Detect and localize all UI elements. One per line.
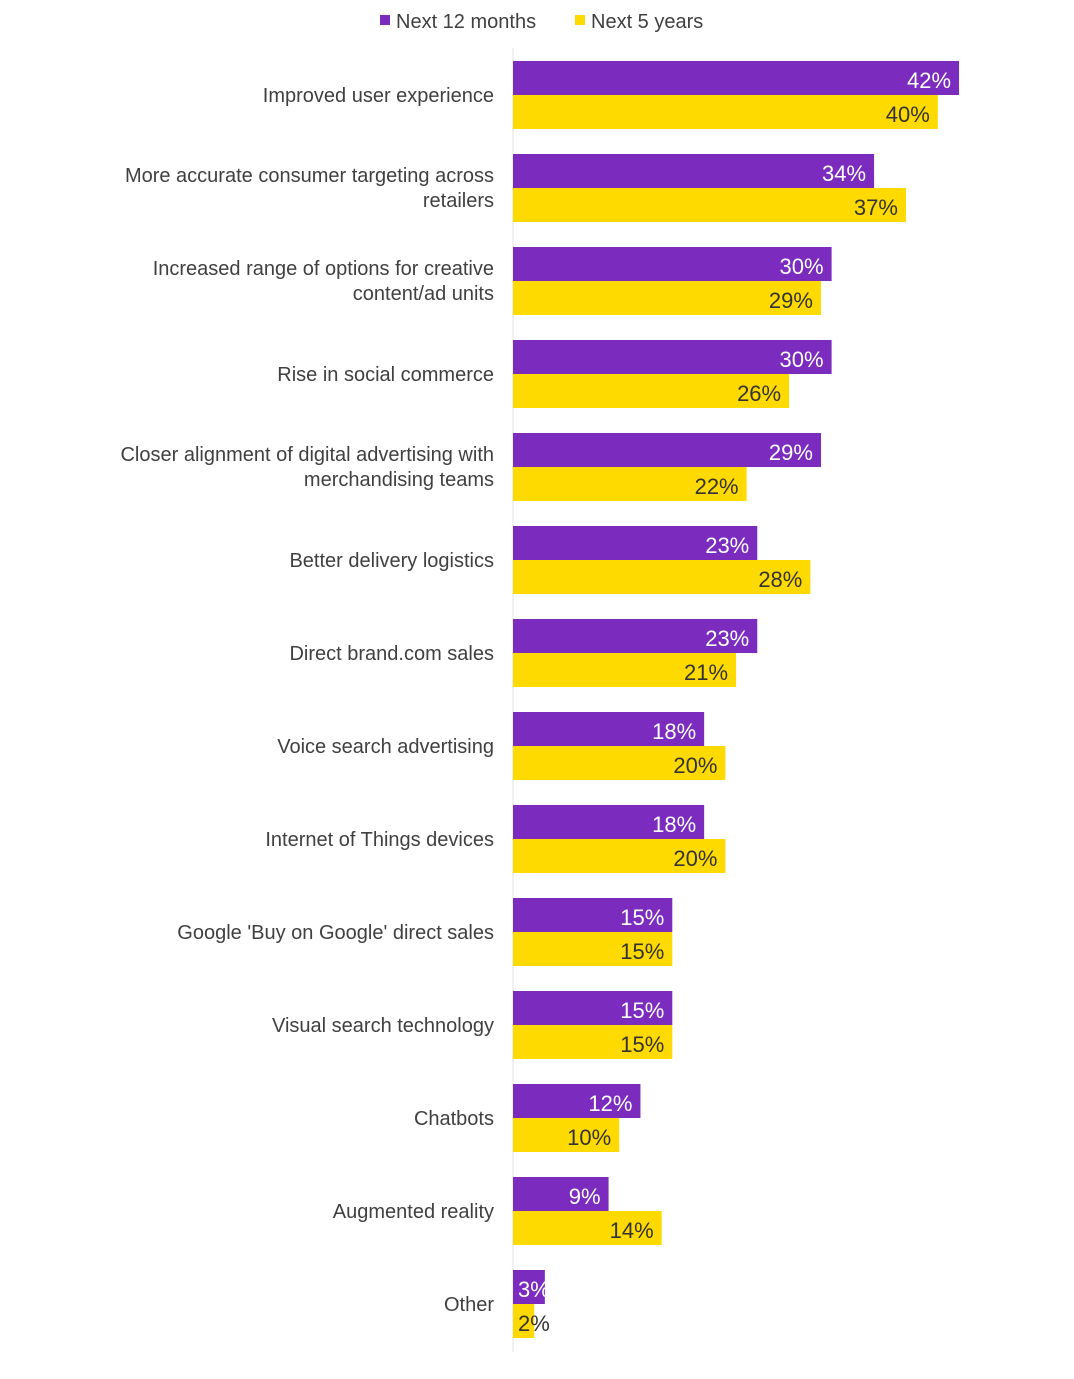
data-label: 15% — [620, 939, 664, 964]
data-label: 30% — [780, 347, 824, 372]
category-label: Direct brand.com sales — [289, 643, 494, 665]
category-label: Visual search technology — [272, 1015, 494, 1037]
category-label: Improved user experience — [263, 85, 494, 107]
bar-next-5-years — [513, 374, 790, 408]
category-label: More accurate consumer targeting across r… — [125, 165, 494, 212]
data-label: 42% — [907, 68, 951, 93]
bar-next-12-months — [513, 805, 705, 839]
bar-next-12-months — [513, 247, 832, 281]
bar-next-12-months — [513, 1084, 641, 1118]
bar-next-5-years — [513, 281, 821, 315]
legend-swatch — [575, 15, 585, 25]
data-label: 37% — [854, 195, 898, 220]
bar-next-12-months — [513, 991, 673, 1025]
legend: Next 12 months Next 5 years — [380, 11, 703, 33]
bar-next-12-months — [513, 340, 832, 374]
bar-next-5-years — [513, 932, 673, 966]
bar-next-12-months — [513, 619, 758, 653]
data-label: 2% — [518, 1311, 550, 1336]
bar-next-5-years — [513, 95, 938, 129]
data-label: 20% — [673, 846, 717, 871]
bar-next-5-years — [513, 746, 726, 780]
data-label: 20% — [673, 753, 717, 778]
bars: 42% 40% 34% 37% 30% 29% 30% 26% 29% 22% 23% 28% 23% 2… — [513, 61, 960, 1338]
bar-next-5-years — [513, 1304, 535, 1338]
category-label: Closer alignment of digital advertising … — [120, 444, 494, 491]
data-label: 15% — [620, 905, 664, 930]
data-label: 34% — [822, 161, 866, 186]
category-labels: Improved user experience More accurate co… — [120, 85, 494, 1316]
legend-label: Next 12 months — [396, 11, 536, 33]
bar-next-5-years — [513, 1211, 662, 1245]
bar-next-5-years — [513, 467, 747, 501]
category-label: Other — [444, 1294, 494, 1316]
category-label: Internet of Things devices — [265, 829, 494, 851]
data-label: 23% — [705, 626, 749, 651]
data-label: 15% — [620, 998, 664, 1023]
bar-next-12-months — [513, 61, 960, 95]
data-label: 18% — [652, 812, 696, 837]
data-label: 40% — [886, 102, 930, 127]
bar-next-5-years — [513, 653, 737, 687]
bar-next-12-months — [513, 1270, 545, 1304]
data-label: 29% — [769, 288, 813, 313]
data-label: 26% — [737, 381, 781, 406]
category-label: Google 'Buy on Google' direct sales — [177, 922, 494, 944]
bar-next-12-months — [513, 898, 673, 932]
data-label: 3% — [518, 1277, 550, 1302]
data-label: 23% — [705, 533, 749, 558]
data-label: 29% — [769, 440, 813, 465]
bar-next-5-years — [513, 1025, 673, 1059]
bar-next-5-years — [513, 1118, 620, 1152]
bar-next-12-months — [513, 154, 875, 188]
data-label: 30% — [780, 254, 824, 279]
category-label: Chatbots — [414, 1108, 494, 1130]
bar-next-12-months — [513, 526, 758, 560]
bar-next-5-years — [513, 560, 811, 594]
bar-next-5-years — [513, 839, 726, 873]
data-label: 10% — [567, 1125, 611, 1150]
category-label: Better delivery logistics — [289, 550, 494, 572]
bar-next-5-years — [513, 188, 906, 222]
data-label: 15% — [620, 1032, 664, 1057]
data-label: 21% — [684, 660, 728, 685]
bar-next-12-months — [513, 433, 821, 467]
legend-label: Next 5 years — [591, 11, 703, 33]
category-label: Rise in social commerce — [277, 364, 494, 386]
data-label: 12% — [588, 1091, 632, 1116]
category-label: Increased range of options for creative c… — [153, 258, 494, 305]
data-label: 28% — [758, 567, 802, 592]
data-label: 22% — [695, 474, 739, 499]
data-label: 18% — [652, 719, 696, 744]
data-label: 9% — [569, 1184, 601, 1209]
legend-swatch — [380, 15, 390, 25]
bar-next-12-months — [513, 712, 705, 746]
category-label: Voice search advertising — [277, 736, 494, 758]
data-label: 14% — [610, 1218, 654, 1243]
category-label: Augmented reality — [333, 1201, 494, 1223]
bar-next-12-months — [513, 1177, 609, 1211]
